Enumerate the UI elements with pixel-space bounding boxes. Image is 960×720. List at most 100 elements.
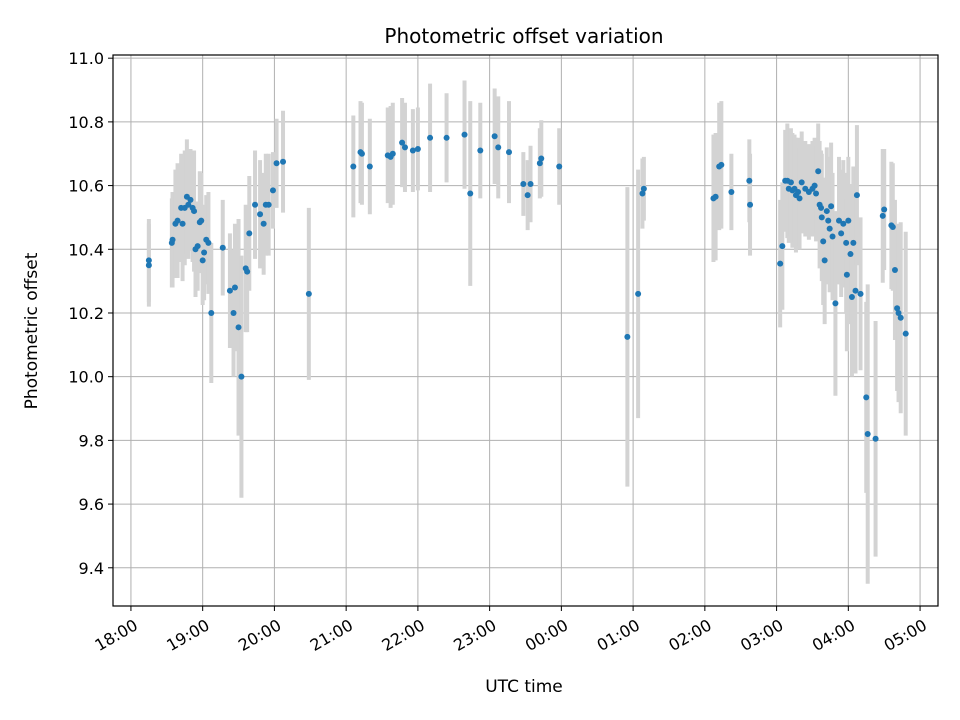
data-point (624, 333, 631, 340)
data-point (826, 225, 833, 232)
data-point (798, 179, 805, 186)
data-point (524, 192, 531, 199)
data-point (187, 196, 194, 203)
data-point (635, 290, 642, 297)
data-point (198, 217, 205, 224)
data-point (823, 208, 830, 215)
y-tick-label: 9.8 (79, 431, 104, 450)
data-point (820, 238, 827, 245)
data-point (821, 257, 828, 264)
data-point (191, 208, 198, 215)
data-point (230, 309, 237, 316)
data-point (779, 243, 786, 250)
data-point (848, 294, 855, 301)
data-point (145, 257, 152, 264)
data-point (495, 144, 502, 151)
y-tick-label: 9.6 (79, 495, 104, 514)
data-point (477, 147, 484, 154)
data-point (864, 431, 871, 438)
data-point (891, 266, 898, 273)
x-axis-title: UTC time (485, 677, 563, 697)
data-point (461, 131, 468, 138)
data-point (409, 147, 416, 154)
y-tick-label: 9.4 (79, 559, 104, 578)
data-point (897, 314, 904, 321)
data-point (169, 236, 176, 243)
data-point (712, 193, 719, 200)
data-point (847, 251, 854, 258)
data-point (845, 217, 852, 224)
data-point (825, 217, 832, 224)
data-point (194, 243, 201, 250)
data-point (414, 145, 421, 152)
data-point (787, 179, 794, 186)
data-point (389, 150, 396, 157)
data-point (746, 177, 753, 184)
data-point (265, 201, 272, 208)
data-point (895, 309, 902, 316)
data-point (273, 160, 280, 167)
data-point (863, 394, 870, 401)
data-point (269, 187, 276, 194)
data-point (443, 134, 450, 141)
data-point (902, 330, 909, 337)
data-point (506, 149, 512, 156)
data-point (145, 262, 152, 269)
data-point (838, 230, 845, 237)
data-point (238, 373, 245, 380)
data-point (174, 217, 181, 224)
data-point (813, 190, 820, 197)
data-point (260, 220, 267, 227)
data-point (728, 188, 735, 195)
data-point (350, 163, 357, 170)
y-tick-label: 10.8 (68, 113, 104, 132)
data-point (399, 139, 406, 146)
data-point (853, 192, 860, 199)
data-point (836, 217, 842, 224)
data-point (226, 287, 233, 294)
data-point (832, 300, 839, 307)
data-point (219, 244, 226, 251)
data-point (640, 185, 647, 192)
data-point (556, 163, 563, 170)
data-point (872, 435, 879, 442)
data-point (850, 239, 857, 246)
data-point (527, 180, 534, 187)
data-point (815, 168, 822, 175)
data-point (201, 249, 208, 256)
data-point (536, 160, 543, 167)
data-point (305, 290, 312, 297)
data-point (852, 287, 859, 294)
data-point (427, 134, 434, 141)
data-point (252, 201, 259, 208)
data-point (467, 190, 474, 197)
data-point (889, 223, 896, 230)
axes-frame (112, 54, 939, 607)
plot-area: 18:00 19:00 20:00 21:00 22:00 23:00 00:00 01:00… (68, 49, 939, 655)
y-tick-label: 10.6 (68, 177, 104, 196)
data-point (179, 220, 186, 227)
data-point (491, 133, 498, 140)
data-point (401, 144, 408, 151)
data-point (639, 190, 646, 197)
y-tick-label: 10.4 (68, 240, 104, 259)
data-point (358, 150, 365, 157)
data-point (843, 271, 850, 278)
data-point (879, 212, 886, 219)
data-point (208, 309, 215, 316)
y-axis-title: Photometric offset (22, 252, 42, 409)
data-point (257, 211, 264, 218)
data-point (244, 268, 251, 275)
data-point (843, 239, 850, 246)
data-point (538, 155, 545, 162)
data-point (894, 305, 901, 312)
data-point (857, 290, 864, 297)
data-point (829, 233, 836, 240)
data-point (777, 260, 784, 267)
data-point (796, 195, 803, 202)
data-point (231, 284, 238, 291)
data-point (795, 188, 802, 195)
data-point (840, 220, 847, 227)
data-point (366, 163, 373, 170)
